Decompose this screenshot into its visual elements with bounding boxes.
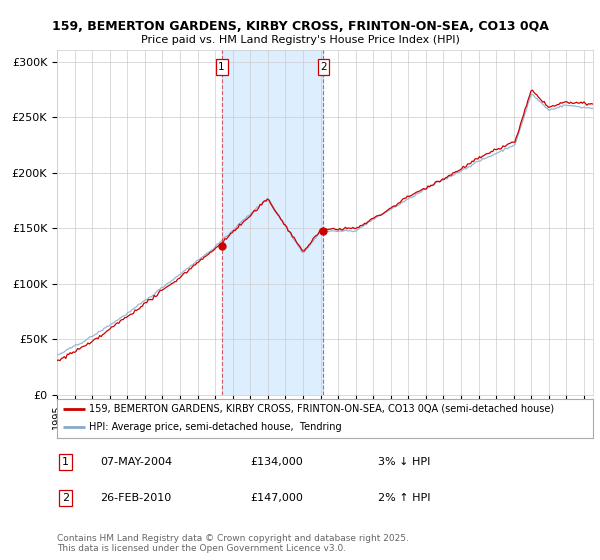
Text: HPI: Average price, semi-detached house,  Tendring: HPI: Average price, semi-detached house,… <box>89 422 342 432</box>
Text: 2: 2 <box>62 493 69 503</box>
Text: £134,000: £134,000 <box>250 456 302 466</box>
Text: 159, BEMERTON GARDENS, KIRBY CROSS, FRINTON-ON-SEA, CO13 0QA (semi-detached hous: 159, BEMERTON GARDENS, KIRBY CROSS, FRIN… <box>89 404 554 413</box>
Text: £147,000: £147,000 <box>250 493 303 503</box>
Text: Price paid vs. HM Land Registry's House Price Index (HPI): Price paid vs. HM Land Registry's House … <box>140 35 460 45</box>
Text: 159, BEMERTON GARDENS, KIRBY CROSS, FRINTON-ON-SEA, CO13 0QA: 159, BEMERTON GARDENS, KIRBY CROSS, FRIN… <box>52 20 548 32</box>
Text: 1: 1 <box>62 456 69 466</box>
Text: Contains HM Land Registry data © Crown copyright and database right 2025.
This d: Contains HM Land Registry data © Crown c… <box>57 534 409 553</box>
Text: 2% ↑ HPI: 2% ↑ HPI <box>379 493 431 503</box>
Text: 07-MAY-2004: 07-MAY-2004 <box>100 456 172 466</box>
Text: 2: 2 <box>320 62 327 72</box>
Text: 1: 1 <box>218 62 225 72</box>
Text: 3% ↓ HPI: 3% ↓ HPI <box>379 456 431 466</box>
Text: 26-FEB-2010: 26-FEB-2010 <box>100 493 171 503</box>
Bar <box>221 50 323 395</box>
